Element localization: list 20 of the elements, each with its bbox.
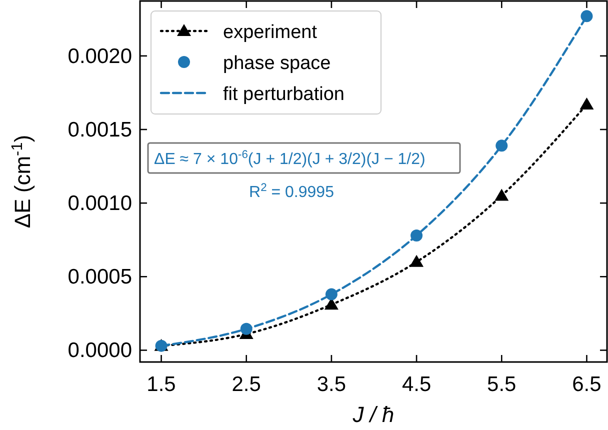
x-tick-label: 6.5 (572, 373, 602, 396)
y-tick-label: 0.0000 (68, 339, 132, 362)
legend-label: phase space (223, 53, 331, 74)
x-tick-label: 5.5 (487, 373, 516, 396)
point (410, 254, 424, 267)
x-tick-label: 2.5 (232, 373, 261, 396)
annotation: R$^{2}$ = 0.9995 (249, 182, 334, 201)
x-tick-label: 3.5 (316, 373, 346, 396)
x-tick-label: 4.5 (402, 373, 432, 396)
legend-label: experiment (223, 22, 318, 43)
annotation: ΔE ≈ 7 × 10$^{-6}$(J + 1/2)(J + 3/2)(J − 1/2) (154, 149, 426, 168)
point (494, 188, 509, 201)
x-axis-title: J / ħ (352, 402, 394, 427)
y-tick-label: 0.0005 (68, 266, 132, 289)
y-tick-label: 0.0020 (68, 44, 132, 68)
y-tick-label: 0.0015 (68, 118, 132, 142)
x-tick-label: 1.5 (146, 373, 176, 396)
legend-label: fit perturbation (223, 84, 344, 105)
y-tick-label: 0.0010 (68, 192, 132, 216)
point (580, 97, 594, 110)
